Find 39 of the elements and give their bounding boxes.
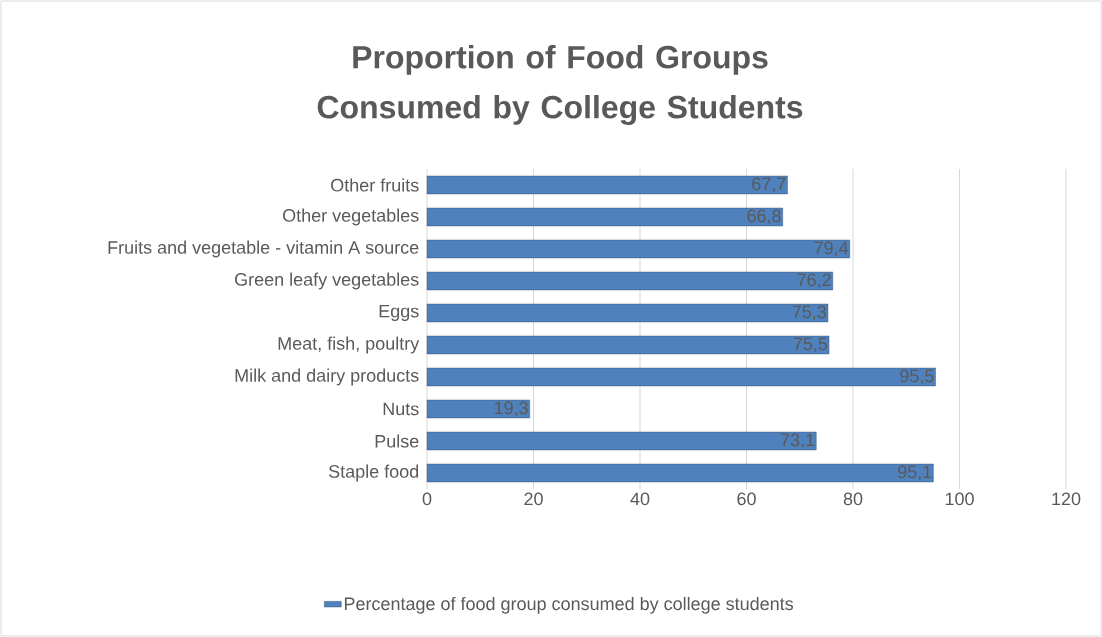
x-tick-label: 80 [843, 492, 863, 506]
bar [426, 239, 851, 259]
data-label: 76,2 [797, 273, 831, 289]
bar [426, 463, 934, 483]
y-tick-label: Meat, fish, poultry [278, 336, 420, 354]
x-tick-label: 0 [422, 492, 432, 506]
bar [426, 367, 936, 387]
y-tick-label: Pulse [375, 434, 419, 448]
x-tick-label: 40 [630, 492, 650, 506]
y-tick-label: Eggs [379, 304, 419, 322]
data-label: 79,4 [814, 241, 849, 257]
y-tick-label: Other vegetables [283, 208, 419, 226]
data-label: 95,1 [898, 465, 932, 481]
y-tick-label: Other fruits [331, 178, 419, 192]
y-tick-label: Nuts [383, 402, 419, 416]
bar [426, 335, 830, 355]
y-tick-label: Fruits and vegetable - vitamin A source [108, 240, 419, 258]
legend-label: Percentage of food group consumed by college students [344, 596, 794, 614]
data-label: 73,1 [780, 433, 815, 449]
bar [426, 399, 530, 419]
x-tick-label: 20 [524, 492, 543, 506]
data-label: 75,5 [793, 337, 828, 353]
x-tick-label: 60 [737, 492, 756, 506]
bar [426, 431, 817, 451]
x-tick-label: 120 [1052, 492, 1081, 506]
bar [426, 271, 833, 291]
data-label: 95,5 [900, 369, 934, 385]
data-label: 67,7 [752, 177, 786, 193]
y-tick-label: Green leafy vegetables [235, 272, 419, 290]
x-tick-label: 100 [945, 492, 974, 506]
chart-title: Proportion of Food Groups Consumed by College Students [317, 45, 803, 125]
bar [426, 303, 829, 323]
bar [426, 207, 783, 227]
data-label: 66,8 [747, 209, 781, 225]
y-tick-label: Milk and dairy products [235, 368, 419, 386]
data-label: 75,3 [792, 305, 826, 321]
y-tick-label: Staple food [328, 464, 419, 482]
data-label: 19,3 [494, 401, 528, 417]
bar [426, 175, 788, 195]
